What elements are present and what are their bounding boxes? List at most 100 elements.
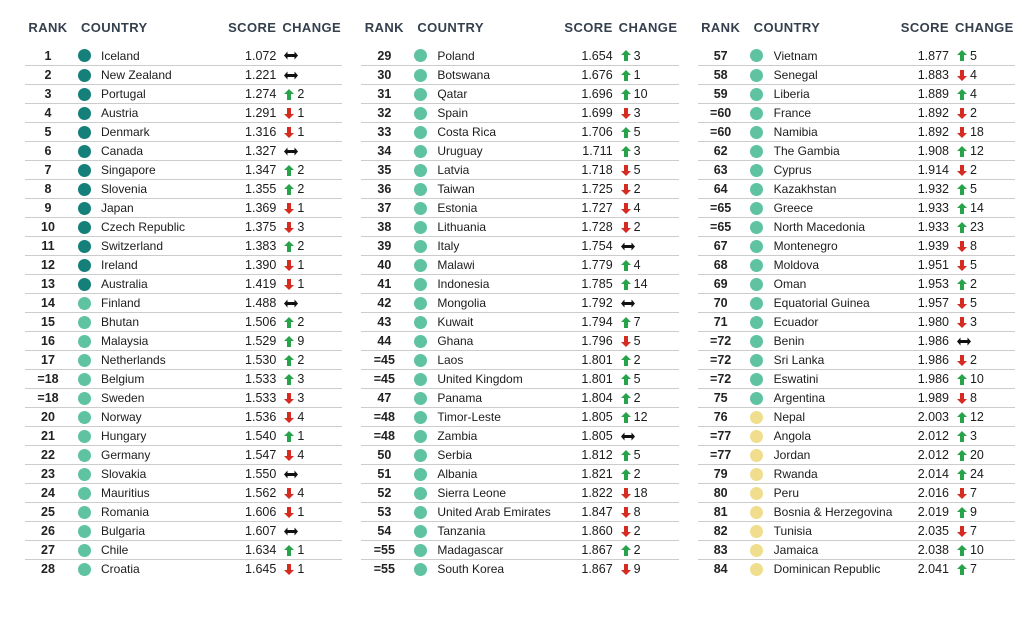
change-indicator: 1 [276,277,342,291]
table-header: RANK COUNTRY SCORE CHANGE [698,14,1015,40]
change-indicator: 2 [276,353,342,367]
change-up-arrow-icon [284,183,295,195]
dot-cell [744,334,770,348]
change-up-arrow-icon [620,278,631,290]
score-value: 1.383 [245,239,277,253]
score-tier-dot-icon [77,201,91,215]
change-up-arrow-icon [956,449,967,461]
score-value: 1.821 [581,467,613,481]
rank-value: =72 [710,372,732,386]
score-tier-dot-icon [413,125,427,139]
table-row: 24 Mauritius 1.562 4 [25,483,343,502]
rank-value: 84 [713,562,728,576]
change-indicator: 5 [613,448,679,462]
score-value: 1.877 [917,48,949,63]
country-name: Tanzania [437,524,486,538]
score-tier-dot-icon [413,486,427,500]
score-value: 1.933 [917,201,949,215]
change-indicator: 8 [949,239,1015,253]
country-name: Ghana [437,334,474,348]
score-tier-dot-icon [413,201,427,215]
change-indicator: 2 [613,467,679,481]
country-name: Portugal [101,87,146,101]
change-up-arrow-icon [284,354,295,366]
score-value: 2.041 [917,562,949,576]
score-tier-dot-icon [750,87,764,101]
score-tier-dot-icon [77,429,91,443]
change-indicator: 2 [276,87,342,101]
country-name: Angola [773,429,812,443]
score-tier-dot-icon [750,68,764,82]
score-tier-dot-icon [77,391,91,405]
change-value: 1 [633,68,641,82]
score-tier-dot-icon [413,296,427,310]
change-down-arrow-icon [284,563,295,575]
score-tier-dot-icon [77,144,91,158]
table-row: =18 Sweden 1.533 3 [25,388,343,407]
change-value: 9 [297,334,305,348]
change-up-arrow-icon [956,88,967,100]
change-up-arrow-icon [620,316,631,328]
change-value: 4 [969,68,977,82]
score-tier-dot-icon [77,49,91,62]
rank-value: 37 [377,201,392,215]
score-tier-dot-icon [77,277,91,291]
change-value: 7 [969,486,977,500]
rank-value: 50 [377,448,392,462]
rank-value: =60 [710,106,732,120]
table-row: 2 New Zealand 1.221 [25,65,343,84]
change-indicator: 5 [613,334,679,348]
rank-value: =55 [373,562,395,576]
change-value: 5 [969,48,977,63]
change-indicator: 3 [613,49,679,63]
country-name: Qatar [437,87,468,101]
table-row: 51 Albania 1.821 2 [361,464,679,483]
dot-cell [71,543,97,557]
change-down-arrow-icon [620,202,631,214]
country-name: North Macedonia [773,220,866,234]
rank-value: 62 [713,144,728,158]
score-value: 2.014 [917,467,949,481]
rank-value: =45 [373,353,395,367]
country-name: Ireland [101,258,138,272]
country-name: Zambia [437,429,478,443]
change-indicator: 4 [276,486,342,500]
table-row: 40 Malawi 1.779 4 [361,255,679,274]
dot-cell [744,277,770,291]
dot-cell [71,486,97,500]
score-tier-dot-icon [77,486,91,500]
score-tier-dot-icon [77,258,91,272]
score-value: 1.953 [917,277,949,291]
change-value: 10 [969,543,984,557]
change-value: 3 [633,48,641,63]
score-value: 1.645 [245,562,277,576]
score-tier-dot-icon [750,410,764,424]
score-tier-dot-icon [750,239,764,253]
score-value: 1.986 [917,334,949,348]
change-value: 3 [969,429,977,443]
dot-cell [744,353,770,367]
table-row: 59 Liberia 1.889 4 [697,84,1015,103]
score-tier-dot-icon [413,106,427,120]
rank-value: 71 [713,315,728,329]
table-row: 52 Sierra Leone 1.822 18 [361,483,679,502]
score-value: 1.822 [581,486,613,500]
change-indicator: 14 [613,277,679,291]
score-value: 1.390 [245,258,277,272]
country-column-header: COUNTRY [753,19,821,35]
score-tier-dot-icon [413,163,427,177]
table-row: 27 Chile 1.634 1 [25,540,343,559]
change-column-header: CHANGE [954,19,1014,35]
change-value: 3 [633,144,641,158]
score-tier-dot-icon [750,372,764,386]
rank-value: 30 [377,68,392,82]
score-tier-dot-icon [750,258,764,272]
change-down-arrow-icon [956,69,967,81]
country-name: Latvia [437,163,470,177]
score-value: 1.355 [245,182,277,196]
country-name: Germany [101,448,151,462]
dot-cell [407,315,433,329]
score-tier-dot-icon [750,467,764,481]
change-indicator: 2 [613,182,679,196]
score-value: 1.606 [245,505,277,519]
